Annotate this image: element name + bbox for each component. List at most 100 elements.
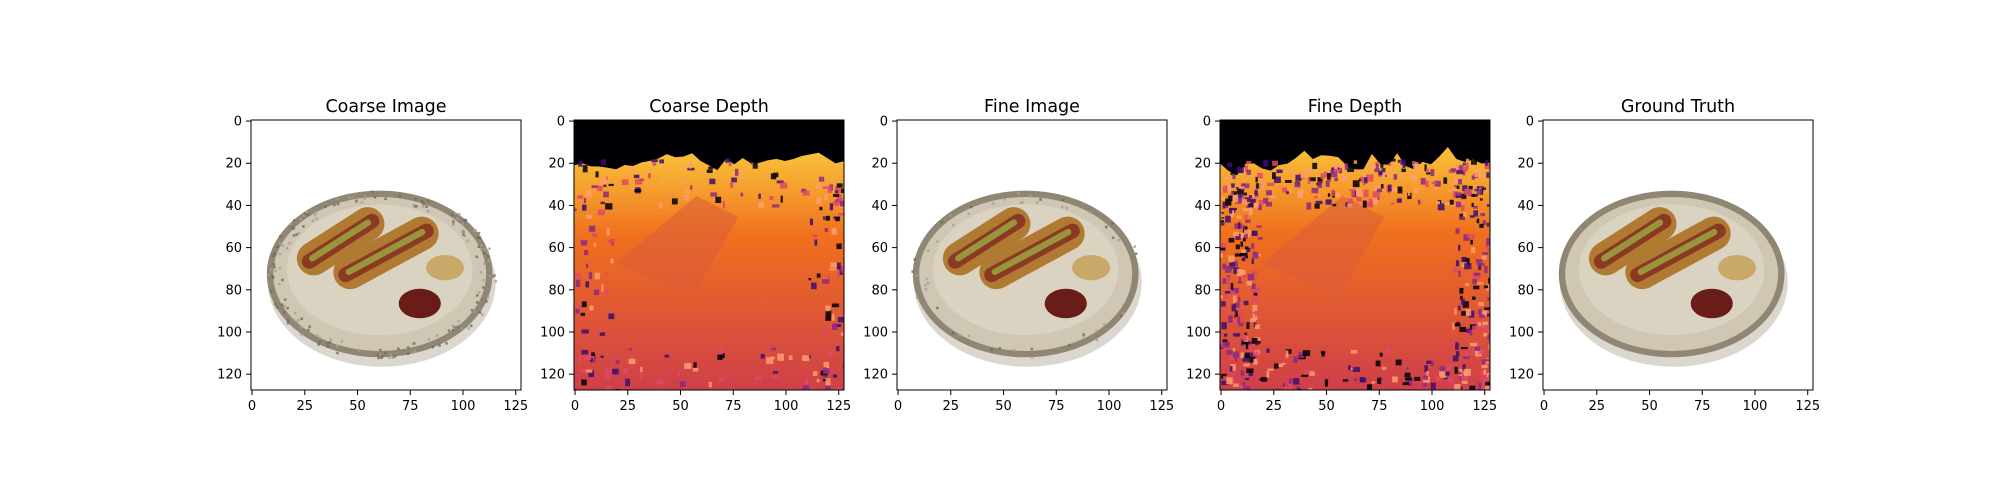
y-tick-label: 0 bbox=[1526, 115, 1534, 130]
depth-artifact bbox=[1465, 283, 1470, 286]
depth-artifact bbox=[818, 176, 825, 182]
depth-artifact bbox=[1486, 324, 1490, 332]
depth-artifact bbox=[656, 382, 663, 385]
depth-artifact bbox=[1254, 252, 1259, 259]
render-noise bbox=[435, 334, 439, 337]
render-noise bbox=[1088, 210, 1092, 214]
depth-artifact bbox=[1239, 232, 1244, 239]
depth-artifact bbox=[1238, 322, 1244, 327]
depth-artifact bbox=[1293, 378, 1300, 385]
y-tick-label: 120 bbox=[1509, 368, 1534, 383]
depth-artifact bbox=[1282, 187, 1288, 193]
render-noise bbox=[447, 329, 451, 333]
depth-artifact bbox=[1241, 199, 1248, 205]
depth-artifact bbox=[1238, 296, 1241, 302]
depth-artifact bbox=[591, 185, 599, 189]
depth-artifact bbox=[1234, 253, 1243, 257]
depth-artifact bbox=[1221, 242, 1227, 249]
render-noise bbox=[477, 231, 481, 235]
panel-title: Fine Depth bbox=[1308, 97, 1402, 117]
depth-artifact bbox=[1244, 165, 1248, 172]
depth-artifact bbox=[1236, 215, 1242, 219]
render-noise bbox=[460, 327, 464, 330]
depth-artifact bbox=[1331, 189, 1335, 197]
depth-artifact bbox=[1397, 186, 1403, 194]
depth-artifact bbox=[1282, 362, 1286, 365]
depth-artifact bbox=[1425, 168, 1429, 174]
depth-artifact bbox=[1430, 360, 1434, 367]
depth-artifact bbox=[1229, 207, 1237, 211]
render-noise bbox=[1095, 338, 1099, 342]
render-noise bbox=[278, 241, 282, 245]
depth-artifact bbox=[591, 352, 595, 357]
render-noise bbox=[281, 244, 285, 247]
y-tick-label: 60 bbox=[1517, 241, 1534, 256]
depth-artifact bbox=[1228, 372, 1235, 377]
render-noise bbox=[300, 317, 304, 321]
depth-artifact bbox=[1407, 192, 1411, 196]
render-noise bbox=[1029, 194, 1032, 197]
y-tick-label: 120 bbox=[217, 368, 242, 383]
depth-artifact bbox=[1368, 198, 1375, 203]
depth-artifact bbox=[1422, 382, 1427, 387]
depth-artifact bbox=[1323, 171, 1327, 178]
hot-dog bbox=[979, 216, 1085, 290]
depth-artifact bbox=[1363, 173, 1368, 179]
depth-artifact bbox=[599, 332, 606, 336]
depth-artifact bbox=[1220, 295, 1223, 299]
depth-artifact bbox=[1482, 321, 1488, 329]
render-noise bbox=[391, 356, 395, 360]
render-noise bbox=[924, 283, 927, 287]
depth-artifact bbox=[1470, 239, 1473, 245]
depth-artifact bbox=[839, 270, 843, 275]
depth-artifact bbox=[1484, 385, 1490, 390]
depth-artifact bbox=[1460, 298, 1465, 305]
depth-artifact bbox=[630, 187, 637, 190]
render-noise bbox=[333, 203, 336, 207]
depth-artifact bbox=[1395, 359, 1402, 366]
depth-artifact bbox=[603, 191, 609, 198]
panel-coarse-image: Coarse Image 0 25 50 75 100 125 0 20 40 60 80 100 120 bbox=[217, 97, 528, 414]
render-noise bbox=[373, 196, 377, 199]
depth-artifact bbox=[1473, 285, 1480, 290]
depth-artifact bbox=[609, 366, 614, 374]
depth-artifact bbox=[1456, 170, 1464, 175]
depth-artifact bbox=[1320, 350, 1326, 354]
depth-artifact bbox=[837, 194, 842, 200]
depth-artifact bbox=[1396, 198, 1402, 203]
depth-artifact bbox=[1348, 198, 1353, 201]
depth-artifact bbox=[1289, 168, 1294, 173]
depth-artifact bbox=[1222, 263, 1227, 270]
depth-artifact bbox=[1224, 265, 1232, 273]
depth-artifact bbox=[1455, 342, 1459, 350]
depth-artifact bbox=[1255, 176, 1258, 183]
x-tick-label: 0 bbox=[894, 399, 902, 414]
depth-artifact bbox=[621, 179, 629, 186]
depth-artifact bbox=[802, 385, 810, 390]
depth-artifact bbox=[1249, 208, 1253, 215]
depth-artifact bbox=[615, 388, 620, 390]
depth-artifact bbox=[1236, 166, 1243, 173]
depth-artifact bbox=[752, 161, 758, 169]
depth-artifact bbox=[804, 378, 809, 385]
depth-artifact bbox=[1325, 199, 1332, 205]
depth-artifact bbox=[836, 262, 841, 270]
depth-artifact bbox=[1487, 297, 1490, 301]
depth-artifact bbox=[1262, 197, 1269, 204]
depth-artifact bbox=[604, 368, 609, 373]
render-noise bbox=[1105, 225, 1108, 229]
depth-artifact bbox=[1469, 342, 1478, 347]
depth-artifact bbox=[1232, 347, 1236, 354]
render-noise bbox=[1111, 236, 1115, 239]
depth-artifact bbox=[1468, 310, 1475, 318]
render-noise bbox=[438, 344, 441, 347]
depth-artifact bbox=[1379, 352, 1383, 357]
depth-artifact bbox=[1462, 169, 1466, 176]
axes-frame bbox=[1219, 119, 1491, 391]
depth-artifact bbox=[1223, 333, 1228, 337]
y-tick-label: 80 bbox=[548, 283, 565, 298]
depth-artifact bbox=[835, 190, 838, 194]
depth-artifact bbox=[1475, 324, 1479, 327]
depth-artifact bbox=[1389, 158, 1396, 162]
depth-artifact bbox=[1231, 288, 1239, 294]
